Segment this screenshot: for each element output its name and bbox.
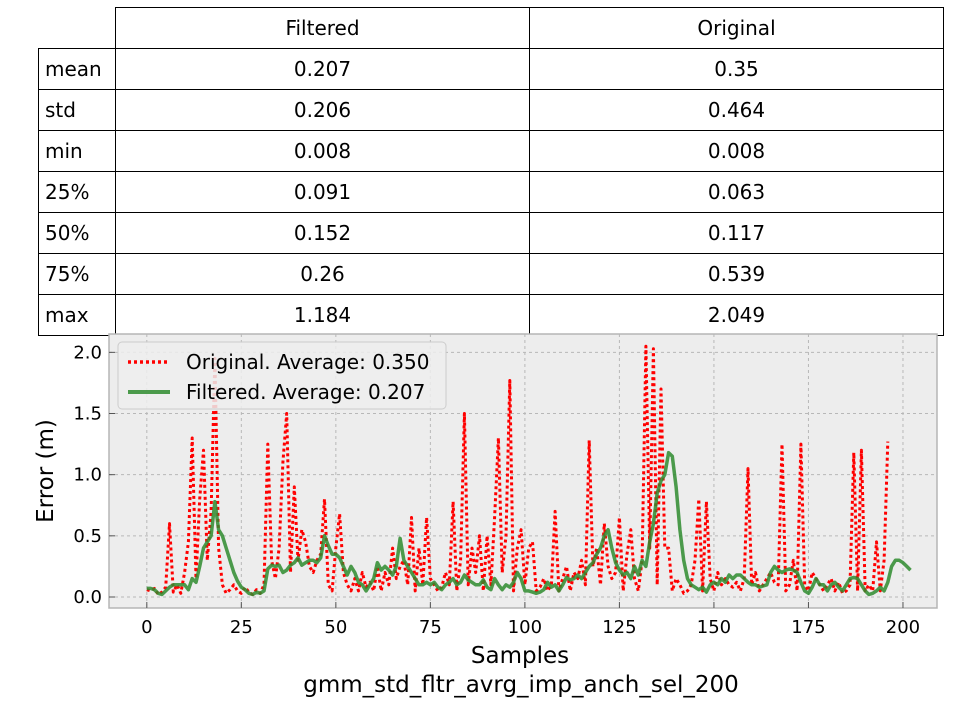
- statistics-row: 25% 0.091 0.063: [38, 171, 944, 213]
- statistics-row: 75% 0.26 0.539: [38, 253, 944, 295]
- statistics-header-row: Filtered Original: [39, 7, 944, 49]
- y-axis-label: Error (m): [33, 419, 59, 523]
- statistics-row: 50% 0.152 0.117: [38, 212, 944, 254]
- y-tick-label: 2.0: [73, 342, 102, 363]
- chart-title: gmm_std_fltr_avrg_imp_anch_sel_200: [303, 672, 739, 698]
- row-label: std: [38, 89, 116, 131]
- legend-filtered-label: Filtered. Average: 0.207: [186, 380, 425, 404]
- y-tick-label: 1.5: [73, 404, 102, 425]
- statistics-table: Filtered Original mean 0.207 0.35 std 0.206 0…: [38, 7, 944, 336]
- filtered-value-cell: 0.008: [115, 130, 530, 172]
- x-tick-label: 100: [508, 617, 542, 638]
- column-header-original: Original: [529, 7, 944, 49]
- row-label: 25%: [38, 171, 116, 213]
- x-axis-label: Samples: [471, 643, 569, 669]
- legend-box: [117, 341, 447, 410]
- row-label: 75%: [38, 253, 116, 295]
- x-tick-label: 175: [791, 617, 825, 638]
- x-tick-label: 25: [230, 617, 253, 638]
- legend-original-label: Original. Average: 0.350: [186, 350, 429, 374]
- y-tick-label: 1.0: [73, 465, 102, 486]
- column-header-filtered: Filtered: [115, 7, 530, 49]
- original-value-cell: 0.117: [529, 212, 944, 254]
- statistics-row: min 0.008 0.008: [38, 130, 944, 172]
- row-label: mean: [38, 48, 116, 90]
- statistics-table-body: Filtered Original mean 0.207 0.35 std 0.206 0…: [38, 7, 944, 336]
- x-tick-label: 0: [141, 617, 152, 638]
- statistics-row: max 1.184 2.049: [38, 294, 944, 336]
- filtered-value-cell: 1.184: [115, 294, 530, 336]
- y-tick-label: 0.5: [73, 526, 102, 547]
- original-value-cell: 0.008: [529, 130, 944, 172]
- y-tick-label: 0.0: [73, 587, 102, 608]
- original-series-line: [146, 344, 890, 596]
- x-tick-label: 50: [324, 617, 347, 638]
- filtered-series-line: [146, 450, 912, 597]
- x-tick-label: 125: [602, 617, 636, 638]
- x-tick-label: 150: [697, 617, 731, 638]
- x-tick-label: 200: [886, 617, 920, 638]
- x-tick-label: 75: [419, 617, 442, 638]
